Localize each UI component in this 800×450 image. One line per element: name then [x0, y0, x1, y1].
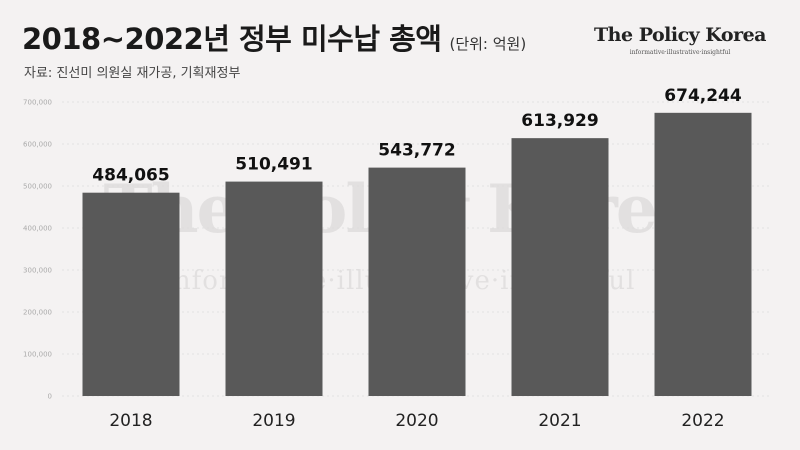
unit-label: (단위: 억원) [449, 35, 527, 53]
x-tick-label: 2022 [681, 411, 724, 431]
bar [82, 192, 180, 396]
x-tick-label: 2021 [538, 411, 581, 431]
y-tick-label: 700,000 [23, 99, 52, 107]
y-tick-label: 100,000 [23, 351, 52, 359]
brand-name: The Policy Korea [594, 24, 766, 46]
x-tick-label: 2018 [109, 411, 152, 431]
bar [654, 112, 752, 397]
source-note: 자료: 진선미 의원실 재가공, 기획재정부 [24, 66, 241, 81]
x-tick-label: 2019 [252, 411, 295, 431]
y-tick-label: 0 [48, 393, 52, 401]
brand-logo: The Policy Korea informative·illustrativ… [594, 24, 766, 56]
data-label: 543,772 [378, 141, 455, 161]
y-tick-label: 300,000 [23, 267, 52, 275]
data-label: 510,491 [235, 155, 312, 175]
bar [225, 181, 323, 396]
y-tick-label: 500,000 [23, 183, 52, 191]
y-tick-label: 400,000 [23, 225, 52, 233]
chart-title: 2018~2022년 정부 미수납 총액 [22, 22, 442, 56]
title-row: 2018~2022년 정부 미수납 총액 (단위: 억원) [22, 16, 526, 58]
data-label: 674,244 [664, 86, 742, 106]
x-tick-label: 2020 [395, 411, 438, 431]
y-tick-label: 200,000 [23, 309, 52, 317]
y-tick-label: 600,000 [23, 141, 52, 149]
data-label: 484,065 [92, 166, 169, 186]
bar [368, 167, 466, 396]
bar [511, 138, 609, 396]
data-label: 613,929 [521, 111, 598, 131]
brand-tagline: informative·illustrative·insightful [629, 49, 731, 56]
